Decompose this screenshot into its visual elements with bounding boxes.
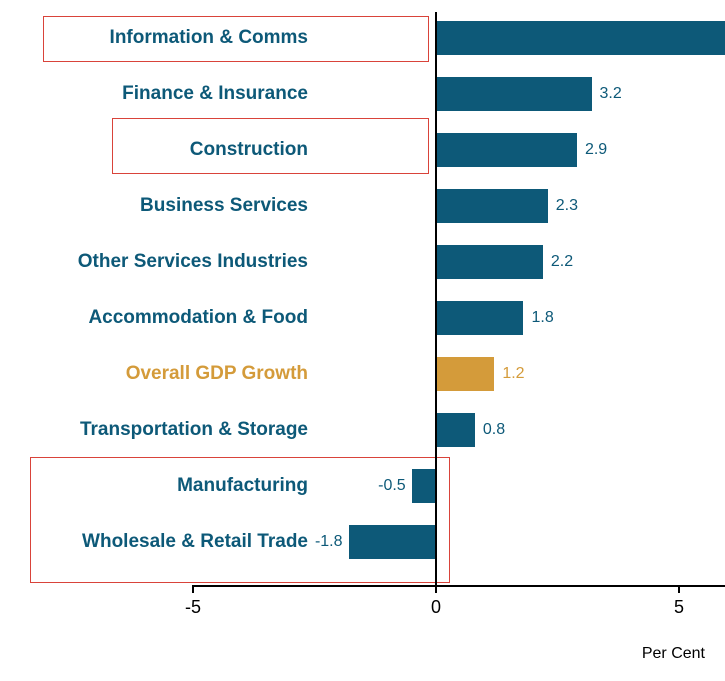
category-label: Manufacturing xyxy=(0,475,308,497)
bar xyxy=(436,189,548,223)
bar xyxy=(436,133,577,167)
x-tick-label: -5 xyxy=(185,597,201,618)
bar xyxy=(436,21,725,55)
value-label: 2.3 xyxy=(556,197,578,215)
growth-bar-chart: Information & Comms6.6Finance & Insuranc… xyxy=(0,0,725,681)
x-tick-label: 5 xyxy=(674,597,684,618)
bar xyxy=(412,469,436,503)
value-label: 1.8 xyxy=(531,309,553,327)
x-tick xyxy=(435,585,437,593)
bar xyxy=(436,413,475,447)
category-label: Construction xyxy=(0,139,308,161)
value-label: 1.2 xyxy=(502,365,524,383)
bar xyxy=(436,77,592,111)
value-label: 2.2 xyxy=(551,253,573,271)
value-label: 0.8 xyxy=(483,421,505,439)
category-label: Transportation & Storage xyxy=(0,419,308,441)
category-label: Information & Comms xyxy=(0,27,308,49)
x-axis-line xyxy=(193,585,725,587)
bar xyxy=(436,301,523,335)
category-label: Overall GDP Growth xyxy=(0,363,308,385)
value-label: 2.9 xyxy=(585,141,607,159)
value-label: 3.2 xyxy=(600,85,622,103)
category-label: Other Services Industries xyxy=(0,251,308,273)
category-label: Finance & Insurance xyxy=(0,83,308,105)
category-label: Business Services xyxy=(0,195,308,217)
x-tick xyxy=(678,585,680,593)
bar xyxy=(436,357,494,391)
x-axis-title: Per Cent xyxy=(642,645,705,663)
x-tick-label: 0 xyxy=(431,597,441,618)
bar xyxy=(436,245,543,279)
category-label: Wholesale & Retail Trade xyxy=(0,531,308,553)
value-label: -0.5 xyxy=(368,477,406,495)
y-axis-zero-line xyxy=(435,12,437,585)
value-label: -1.8 xyxy=(305,533,343,551)
category-label: Accommodation & Food xyxy=(0,307,308,329)
bar xyxy=(349,525,436,559)
x-tick xyxy=(192,585,194,593)
